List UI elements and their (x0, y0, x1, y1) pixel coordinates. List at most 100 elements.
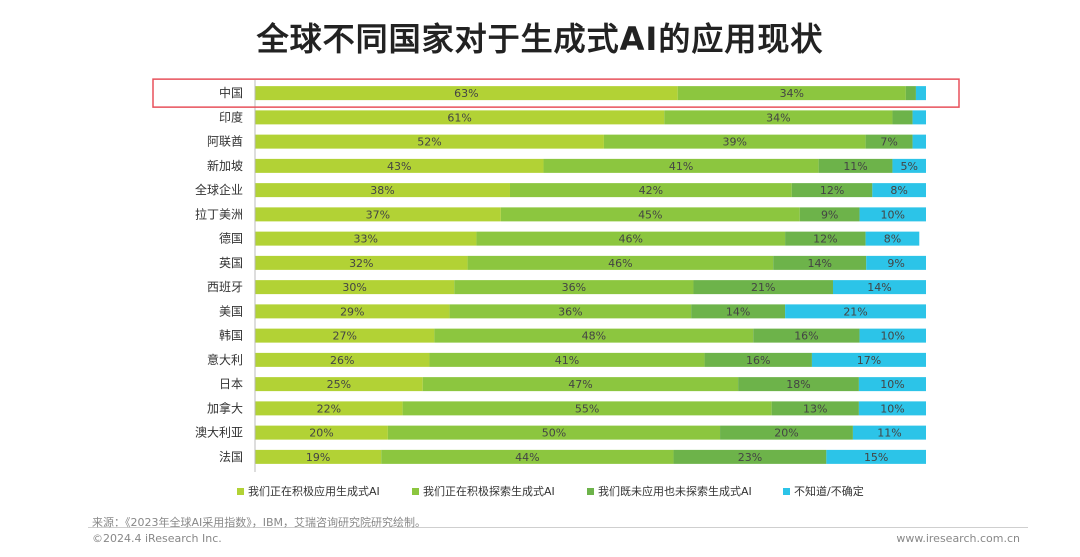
category-label: 澳大利亚 (195, 426, 243, 440)
category-label: 中国 (219, 85, 243, 100)
data-label: 16% (746, 354, 770, 367)
data-label: 34% (780, 87, 804, 100)
category-label: 法国 (219, 450, 243, 464)
data-label: 41% (555, 354, 579, 367)
bar-segment (915, 86, 926, 101)
bar-segment (449, 304, 692, 319)
bar-segment (476, 231, 786, 246)
bar-segment (892, 110, 913, 125)
data-label: 36% (558, 305, 582, 318)
bar-segment (872, 183, 926, 198)
bar-segment (704, 352, 812, 367)
category-label: 阿联酋 (207, 134, 243, 149)
data-label: 10% (881, 208, 905, 221)
data-label: 45% (638, 208, 662, 221)
data-label: 48% (582, 330, 606, 343)
bar-segment (434, 328, 754, 343)
data-label: 10% (880, 402, 904, 415)
highlight-box (152, 78, 960, 108)
category-label: 美国 (219, 304, 243, 318)
bar-segment (785, 304, 926, 319)
data-label: 27% (332, 330, 356, 343)
bar-segment (826, 449, 926, 464)
labels-layer: 63% 34% 61% 34% 52% 39% 7% 43% 41% 11% 5% 38% 42% 12%… (306, 87, 918, 464)
data-label: 39% (723, 136, 747, 149)
data-label: 5% (900, 160, 917, 173)
category-label: 日本 (219, 377, 243, 391)
legend-swatch (783, 488, 790, 495)
bar-segment (255, 231, 477, 246)
bar-segment (691, 304, 786, 319)
bar-segment (467, 255, 774, 270)
bar-segment (858, 401, 926, 416)
bar-segment (859, 207, 926, 222)
data-label: 13% (803, 402, 827, 415)
chart-title: 全球不同国家对于生成式AI的应用现状 (256, 20, 824, 58)
data-label: 41% (669, 160, 693, 173)
bar-segment (509, 183, 792, 198)
bar-segment (255, 207, 501, 222)
legend-swatch (237, 488, 244, 495)
data-label: 26% (330, 354, 354, 367)
data-label: 29% (340, 305, 364, 318)
data-label: 30% (342, 281, 366, 294)
copyright: ©2024.4 iResearch Inc. (92, 532, 222, 545)
data-label: 44% (515, 451, 539, 464)
website-link[interactable]: www.iresearch.com.cn (896, 532, 1020, 545)
bar-segment (799, 207, 860, 222)
bar-segment (892, 158, 926, 173)
bar-segment (912, 110, 926, 125)
category-labels-layer: 中国印度阿联酋新加坡全球企业拉丁美洲德国英国西班牙美国韩国意大利日本加拿大澳大利… (195, 85, 243, 464)
bar-segment (693, 280, 833, 295)
bar-segment (543, 158, 819, 173)
data-label: 14% (807, 257, 831, 270)
bar-segment (664, 110, 893, 125)
data-label: 55% (575, 402, 599, 415)
data-label: 50% (542, 427, 566, 440)
bar-segment (832, 280, 926, 295)
bar-segment (811, 352, 926, 367)
data-label: 11% (843, 160, 867, 173)
bar-segment (785, 231, 866, 246)
data-label: 52% (417, 136, 441, 149)
bar-segment (255, 280, 455, 295)
data-label: 46% (608, 257, 632, 270)
data-label: 9% (821, 208, 838, 221)
bar-segment (603, 134, 866, 149)
data-label: 16% (794, 330, 818, 343)
legend-label: 我们正在积极探索生成式AI (423, 484, 555, 498)
data-label: 63% (454, 87, 478, 100)
data-label: 10% (880, 378, 904, 391)
data-label: 20% (309, 427, 333, 440)
bar-segment (865, 134, 913, 149)
data-label: 21% (751, 281, 775, 294)
legend-label: 我们正在积极应用生成式AI (248, 484, 380, 498)
bar-segment (255, 86, 678, 101)
category-label: 英国 (219, 256, 243, 270)
data-label: 23% (738, 451, 762, 464)
category-label: 加拿大 (207, 400, 243, 415)
bar-segment (673, 449, 827, 464)
bar-segment (738, 377, 859, 392)
category-label: 韩国 (219, 328, 243, 343)
data-label: 19% (306, 451, 330, 464)
bar-segment (818, 158, 893, 173)
bar-segment (429, 352, 705, 367)
bar-segment (255, 255, 468, 270)
bar-segment (865, 231, 920, 246)
category-label: 德国 (219, 231, 243, 246)
bar-segment (773, 255, 867, 270)
data-label: 43% (387, 160, 411, 173)
bar-segment (255, 377, 423, 392)
bars-layer (255, 86, 926, 464)
category-label: 印度 (219, 109, 243, 124)
bar-segment (255, 401, 403, 416)
bar-segment (753, 328, 860, 343)
data-label: 14% (867, 281, 891, 294)
data-label: 36% (562, 281, 586, 294)
bar-segment (255, 158, 544, 173)
data-label: 10% (881, 330, 905, 343)
data-label: 20% (774, 427, 798, 440)
data-label: 17% (857, 354, 881, 367)
